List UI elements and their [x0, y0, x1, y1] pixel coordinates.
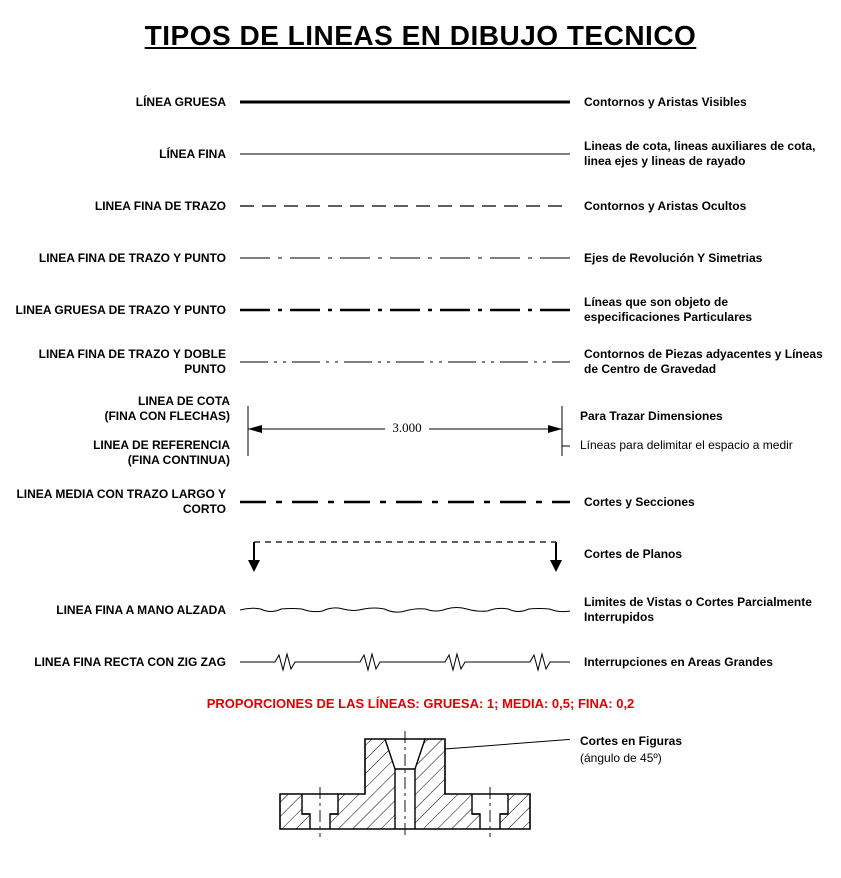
line-label: LINEA MEDIA CON TRAZO LARGO Y CORTO: [15, 487, 230, 517]
line-sample: [240, 352, 570, 372]
line-row-a-2: LINEA FINA DE TRAZO Contornos y Aristas O…: [15, 186, 826, 226]
figure-desc-sub: (ángulo de 45º): [580, 750, 826, 767]
diagram-page: TIPOS DE LINEAS EN DIBUJO TECNICO LÍNEA …: [0, 0, 841, 869]
line-desc: Interrupciones en Areas Grandes: [580, 655, 826, 670]
row-cota: LINEA DE COTA(FINA CON FLECHAS) LINEA DE…: [15, 394, 826, 468]
line-desc: Limites de Vistas o Cortes Parcialmente …: [580, 595, 826, 625]
line-desc: Contornos de Piezas adyacentes y Líneas …: [580, 347, 826, 377]
line-desc: Lineas de cota, lineas auxiliares de cot…: [580, 139, 826, 169]
line-row-a-5: LINEA FINA DE TRAZO Y DOBLE PUNTO Contorn…: [15, 342, 826, 382]
desc-cota-bottom: Líneas para delimitar el espacio a medir: [580, 438, 826, 453]
dimension-text: 3.000: [392, 420, 421, 435]
line-desc: Líneas que son objeto de especificacione…: [580, 295, 826, 325]
label-cota-bottom: LINEA DE REFERENCIA(FINA CONTINUA): [15, 438, 230, 468]
proportions-note: PROPORCIONES DE LAS LÍNEAS: GRUESA: 1; M…: [15, 696, 826, 711]
line-label: LINEA FINA DE TRAZO Y PUNTO: [15, 251, 230, 266]
line-label: LINEA FINA RECTA CON ZIG ZAG: [15, 655, 230, 670]
line-desc: Ejes de Revolución Y Simetrias: [580, 251, 826, 266]
line-label: LINEA FINA DE TRAZO: [15, 199, 230, 214]
line-sample: [240, 248, 570, 268]
line-label: LINEA FINA DE TRAZO Y DOBLE PUNTO: [15, 347, 230, 377]
line-rows-group-2: LINEA MEDIA CON TRAZO LARGO Y CORTO Corte…: [15, 482, 826, 522]
line-row-a-1: LÍNEA FINA Lineas de cota, lineas auxilia…: [15, 134, 826, 174]
line-sample: [240, 196, 570, 216]
line-sample-cota: 3.000: [240, 401, 570, 461]
line-rows-group-3: LINEA FINA A MANO ALZADA Limites de Vista…: [15, 590, 826, 682]
line-row-c-0: LINEA FINA A MANO ALZADA Limites de Vista…: [15, 590, 826, 630]
line-label: LINEA FINA A MANO ALZADA: [15, 603, 230, 618]
line-row-c-1: LINEA FINA RECTA CON ZIG ZAG Interrupcion…: [15, 642, 826, 682]
line-row-b-0: LINEA MEDIA CON TRAZO LARGO Y CORTO Corte…: [15, 482, 826, 522]
page-title: TIPOS DE LINEAS EN DIBUJO TECNICO: [15, 20, 826, 52]
line-sample: [240, 600, 570, 620]
line-label: LÍNEA GRUESA: [15, 95, 230, 110]
line-sample: [240, 300, 570, 320]
line-desc: Cortes y Secciones: [580, 495, 826, 510]
line-sample: [240, 144, 570, 164]
row-section-figure: Cortes en Figuras (ángulo de 45º): [15, 729, 826, 839]
line-label: LÍNEA FINA: [15, 147, 230, 162]
row-cutplane: Cortes de Planos: [15, 534, 826, 574]
line-row-a-4: LINEA GRUESA DE TRAZO Y PUNTO Líneas que …: [15, 290, 826, 330]
line-rows-group-1: LÍNEA GRUESA Contornos y Aristas Visibles…: [15, 82, 826, 382]
line-row-a-3: LINEA FINA DE TRAZO Y PUNTO Ejes de Revol…: [15, 238, 826, 278]
line-sample-cutplane: [240, 534, 570, 574]
line-row-a-0: LÍNEA GRUESA Contornos y Aristas Visibles: [15, 82, 826, 122]
figure-desc-title: Cortes en Figuras: [580, 733, 826, 750]
line-desc: Contornos y Aristas Visibles: [580, 95, 826, 110]
desc-cota-top: Para Trazar Dimensiones: [580, 409, 826, 424]
line-label: LINEA GRUESA DE TRAZO Y PUNTO: [15, 303, 230, 318]
desc-cutplane: Cortes de Planos: [580, 547, 826, 562]
line-sample: [240, 652, 570, 672]
line-sample: [240, 92, 570, 112]
line-desc: Contornos y Aristas Ocultos: [580, 199, 826, 214]
label-cota-top: LINEA DE COTA(FINA CON FLECHAS): [15, 394, 230, 424]
section-figure: [240, 729, 570, 839]
line-sample: [240, 492, 570, 512]
